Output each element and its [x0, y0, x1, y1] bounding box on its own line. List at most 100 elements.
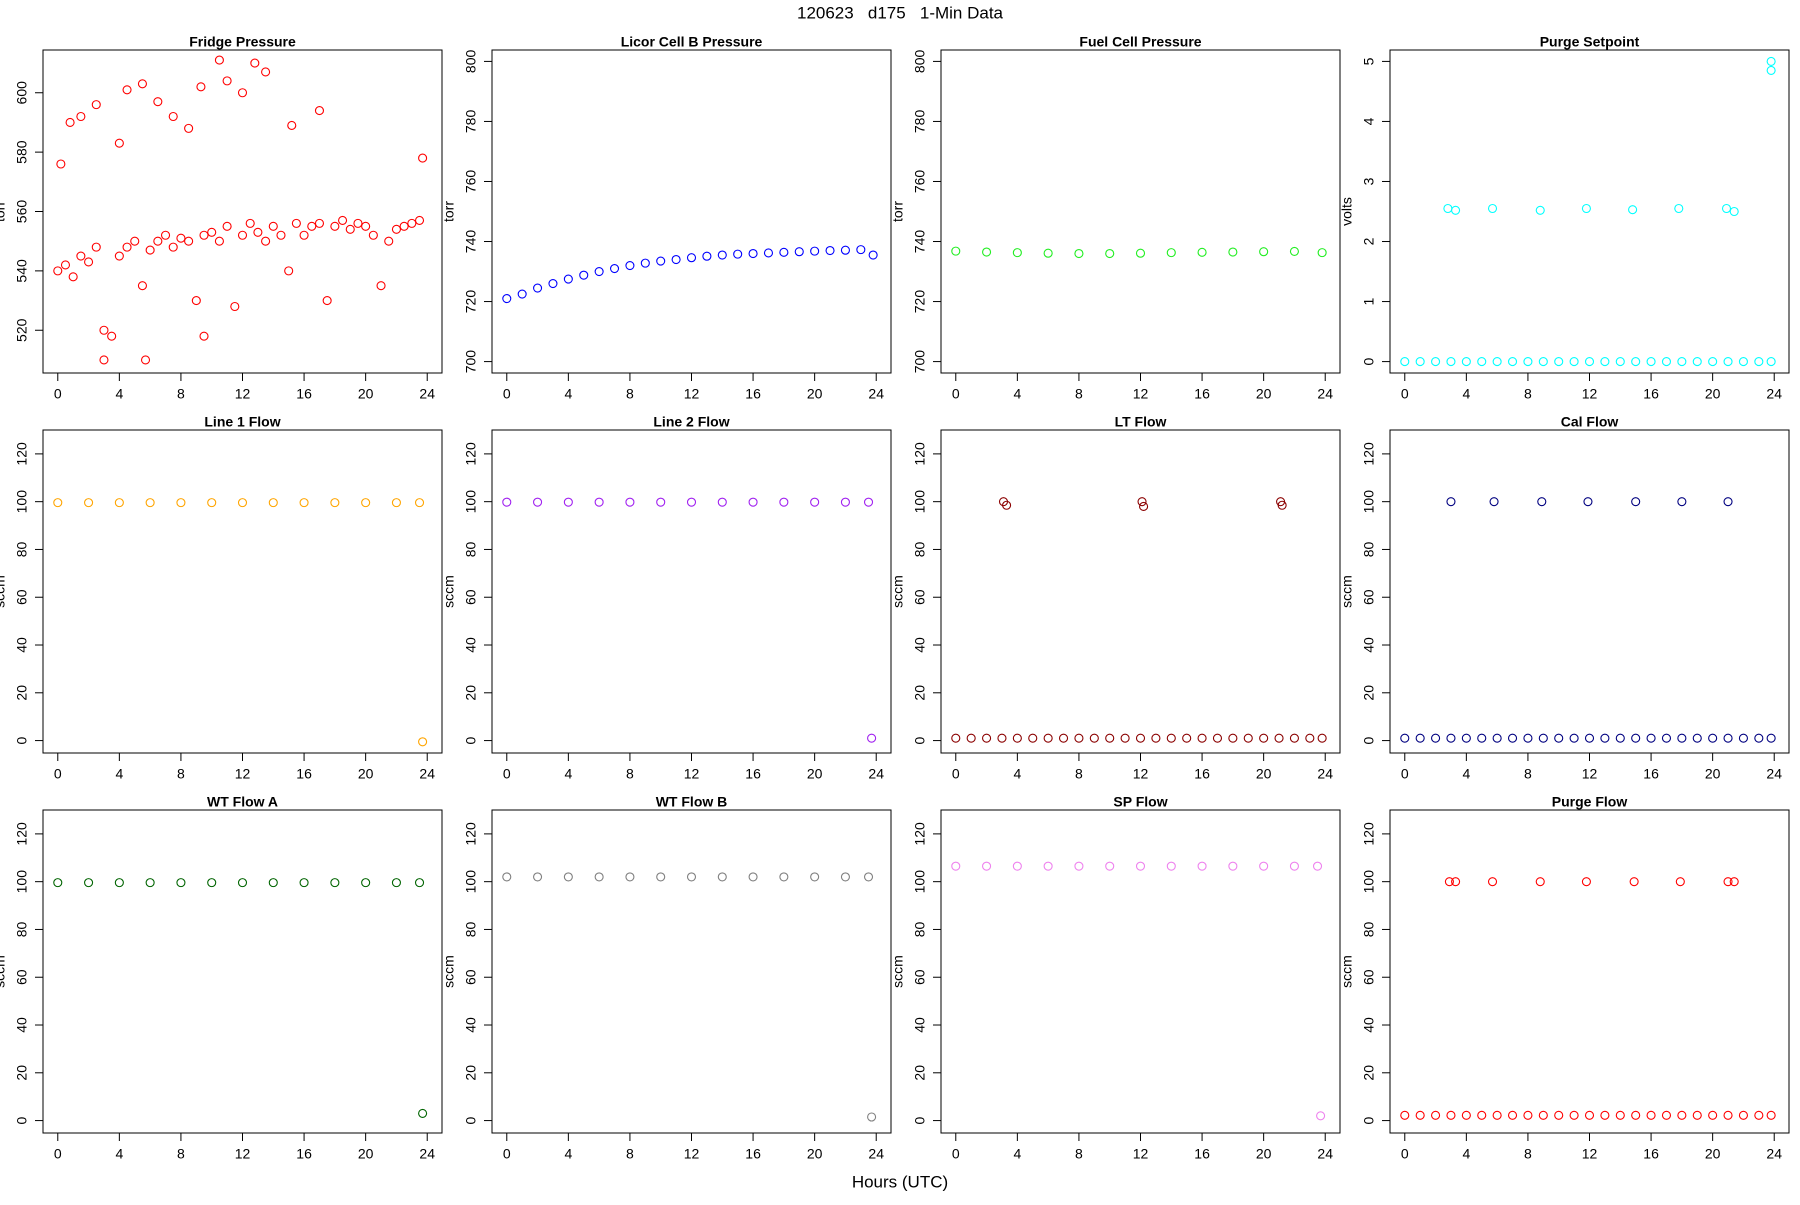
point: [594, 497, 604, 507]
x-tick-label: 4: [1013, 386, 1021, 402]
point: [717, 497, 727, 507]
point: [65, 117, 75, 127]
x-tick-label: 16: [296, 386, 312, 402]
point: [1661, 733, 1672, 743]
point: [1012, 733, 1022, 743]
point: [214, 236, 224, 246]
x-tick-label: 8: [1524, 386, 1532, 402]
point: [779, 872, 789, 882]
point: [1477, 1110, 1487, 1120]
point: [1554, 1110, 1564, 1120]
x-tick-label: 12: [684, 1146, 700, 1162]
x-tick-label: 24: [868, 1146, 884, 1162]
point: [1729, 877, 1739, 887]
point: [1228, 733, 1238, 743]
point: [951, 861, 961, 871]
x-tick-label: 12: [684, 386, 700, 402]
point: [997, 733, 1007, 743]
point: [810, 497, 820, 507]
point: [1305, 733, 1315, 743]
point: [1228, 861, 1238, 871]
point: [1766, 65, 1776, 75]
y-tick-label: 60: [14, 969, 30, 985]
point: [863, 872, 874, 882]
point: [1012, 861, 1022, 871]
y-tick-label: 700: [912, 350, 928, 374]
point: [533, 497, 543, 507]
point: [1631, 357, 1641, 367]
point: [176, 233, 186, 243]
point: [140, 355, 151, 365]
point: [625, 872, 635, 882]
point: [1754, 733, 1764, 743]
x-tick-label: 12: [1133, 1146, 1149, 1162]
point: [1615, 357, 1625, 367]
point: [1537, 497, 1547, 507]
point: [1317, 248, 1327, 258]
y-tick-label: 100: [463, 490, 479, 514]
point: [1723, 877, 1733, 887]
point: [68, 272, 78, 282]
plot-frame: [1389, 429, 1790, 754]
x-tick-label: 4: [564, 766, 572, 782]
point: [825, 245, 835, 256]
y-tick-label: 560: [14, 200, 30, 224]
point: [168, 111, 178, 122]
point: [237, 878, 248, 888]
x-tick-label: 8: [1075, 1146, 1083, 1162]
point: [1723, 497, 1733, 507]
x-tick-label: 4: [1013, 1146, 1021, 1162]
x-tick-label: 0: [952, 386, 960, 402]
x-tick-label: 20: [807, 1146, 823, 1162]
panel: Fridge Pressure torr 0 4 8 12 16 20 24 520 540 560 5…: [0, 34, 443, 402]
point: [656, 256, 666, 266]
x-tick-label: 4: [1462, 766, 1470, 782]
point: [314, 218, 325, 228]
point: [1646, 357, 1656, 367]
point: [1415, 733, 1425, 743]
x-tick-label: 16: [1643, 1146, 1659, 1162]
x-tick-label: 8: [626, 766, 634, 782]
point: [533, 872, 543, 882]
x-tick-label: 24: [1317, 1146, 1333, 1162]
point: [1166, 733, 1176, 743]
x-tick-label: 20: [1256, 766, 1272, 782]
point: [107, 331, 117, 341]
plot-frame: [42, 809, 443, 1134]
point: [214, 55, 224, 65]
point: [1675, 877, 1685, 887]
point: [1446, 1110, 1456, 1120]
panel-title: Cal Flow: [1561, 414, 1619, 430]
point: [361, 878, 371, 888]
point: [951, 733, 961, 743]
plot-frame: [491, 429, 892, 754]
point: [1400, 357, 1410, 367]
point: [1002, 500, 1012, 510]
y-tick-label: 780: [912, 110, 928, 134]
point: [160, 230, 171, 240]
point: [391, 878, 401, 888]
point: [1628, 205, 1638, 215]
point: [1738, 733, 1748, 743]
y-tick-label: 40: [463, 637, 479, 653]
point: [76, 111, 86, 122]
point: [287, 120, 297, 130]
y-tick-label: 20: [1361, 685, 1377, 701]
y-tick-label: 120: [14, 822, 30, 846]
point: [1451, 205, 1461, 215]
y-tick-label: 60: [463, 589, 479, 605]
x-tick-label: 8: [626, 386, 634, 402]
point: [168, 242, 178, 252]
point: [1674, 203, 1684, 214]
point: [91, 242, 101, 252]
point: [418, 737, 428, 747]
point: [1738, 357, 1748, 367]
point: [1523, 1110, 1533, 1120]
panel: Purge Flow sccm 0 4 8 12 16 20 24 0 20 40 60 80 100 120: [1339, 794, 1790, 1162]
point: [1538, 357, 1548, 367]
point: [1677, 357, 1687, 367]
point: [810, 246, 820, 256]
y-tick-label: 600: [14, 81, 30, 105]
point: [299, 878, 309, 888]
